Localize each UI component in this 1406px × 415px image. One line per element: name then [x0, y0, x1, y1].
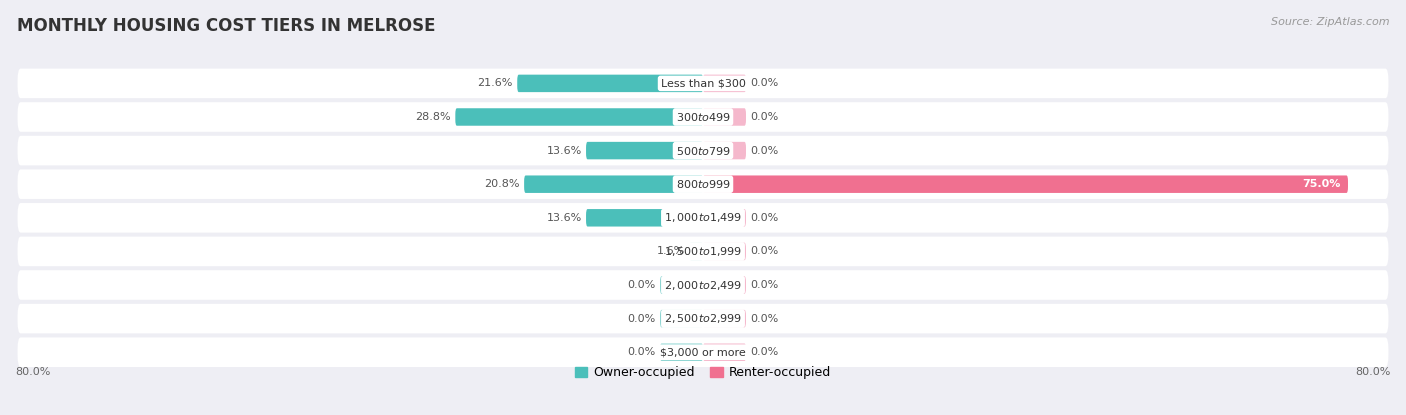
Text: 0.0%: 0.0% [627, 280, 655, 290]
FancyBboxPatch shape [703, 209, 747, 227]
FancyBboxPatch shape [18, 136, 1388, 166]
Legend: Owner-occupied, Renter-occupied: Owner-occupied, Renter-occupied [575, 366, 831, 379]
FancyBboxPatch shape [703, 243, 747, 260]
FancyBboxPatch shape [18, 237, 1388, 266]
Text: $500 to $799: $500 to $799 [675, 144, 731, 156]
Text: $2,500 to $2,999: $2,500 to $2,999 [664, 312, 742, 325]
FancyBboxPatch shape [703, 176, 1348, 193]
Text: Source: ZipAtlas.com: Source: ZipAtlas.com [1271, 17, 1389, 27]
FancyBboxPatch shape [703, 75, 747, 92]
Text: 0.0%: 0.0% [751, 314, 779, 324]
Text: 0.0%: 0.0% [627, 314, 655, 324]
FancyBboxPatch shape [456, 108, 703, 126]
FancyBboxPatch shape [18, 337, 1388, 367]
Text: Less than $300: Less than $300 [661, 78, 745, 88]
Text: 0.0%: 0.0% [751, 78, 779, 88]
Text: 21.6%: 21.6% [478, 78, 513, 88]
FancyBboxPatch shape [586, 142, 703, 159]
FancyBboxPatch shape [18, 68, 1388, 98]
Text: 0.0%: 0.0% [751, 280, 779, 290]
FancyBboxPatch shape [659, 310, 703, 327]
Text: 1.6%: 1.6% [657, 247, 685, 256]
Text: $3,000 or more: $3,000 or more [661, 347, 745, 357]
Text: 80.0%: 80.0% [15, 367, 51, 377]
FancyBboxPatch shape [18, 169, 1388, 199]
Text: 0.0%: 0.0% [627, 347, 655, 357]
Text: 0.0%: 0.0% [751, 247, 779, 256]
Text: 0.0%: 0.0% [751, 213, 779, 223]
FancyBboxPatch shape [703, 108, 747, 126]
Text: $800 to $999: $800 to $999 [675, 178, 731, 190]
FancyBboxPatch shape [703, 142, 747, 159]
Text: 80.0%: 80.0% [1355, 367, 1391, 377]
Text: 20.8%: 20.8% [484, 179, 520, 189]
FancyBboxPatch shape [703, 310, 747, 327]
FancyBboxPatch shape [586, 209, 703, 227]
Text: 0.0%: 0.0% [751, 112, 779, 122]
Text: 28.8%: 28.8% [415, 112, 451, 122]
Text: 75.0%: 75.0% [1303, 179, 1341, 189]
Text: $1,500 to $1,999: $1,500 to $1,999 [664, 245, 742, 258]
FancyBboxPatch shape [689, 243, 703, 260]
FancyBboxPatch shape [18, 203, 1388, 232]
FancyBboxPatch shape [703, 344, 747, 361]
FancyBboxPatch shape [18, 270, 1388, 300]
Text: 13.6%: 13.6% [547, 213, 582, 223]
FancyBboxPatch shape [517, 75, 703, 92]
FancyBboxPatch shape [659, 344, 703, 361]
FancyBboxPatch shape [18, 102, 1388, 132]
FancyBboxPatch shape [703, 276, 747, 294]
FancyBboxPatch shape [18, 304, 1388, 333]
Text: 13.6%: 13.6% [547, 146, 582, 156]
Text: $2,000 to $2,499: $2,000 to $2,499 [664, 278, 742, 291]
Text: $1,000 to $1,499: $1,000 to $1,499 [664, 211, 742, 224]
FancyBboxPatch shape [659, 276, 703, 294]
Text: $300 to $499: $300 to $499 [675, 111, 731, 123]
Text: MONTHLY HOUSING COST TIERS IN MELROSE: MONTHLY HOUSING COST TIERS IN MELROSE [17, 17, 436, 34]
Text: 0.0%: 0.0% [751, 347, 779, 357]
FancyBboxPatch shape [524, 176, 703, 193]
Text: 0.0%: 0.0% [751, 146, 779, 156]
